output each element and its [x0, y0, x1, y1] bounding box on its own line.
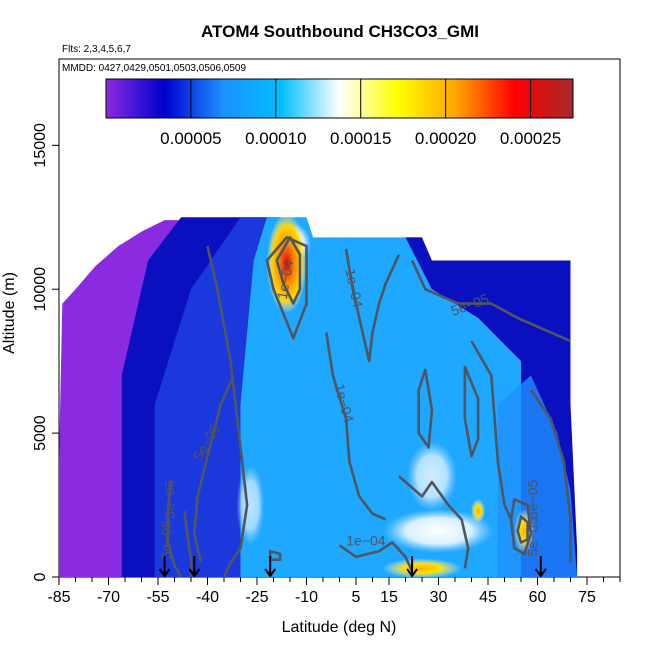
contour-low-right-loop [509, 498, 533, 556]
flight-arrows [158, 556, 547, 578]
heatmap-white-south [236, 465, 265, 546]
chart-subtitle-flights: Flts: 2,3,4,5,6,7 [62, 44, 131, 55]
colorbar-gradient [105, 78, 574, 119]
contour-1e4-mid [325, 332, 387, 521]
contour-hotspot-outer [265, 236, 308, 340]
heatmap-warm-low [382, 558, 462, 577]
contour-low-right-inner [516, 515, 529, 544]
contour-hotspot-inner [275, 236, 302, 305]
contour-1e4-low [338, 541, 414, 572]
x-tick-label: 30 [430, 589, 448, 606]
y-axis-label: Altitude (m) [1, 272, 18, 354]
contour-label: 5e−05 [525, 517, 541, 557]
contour-1e4-upper [344, 248, 401, 363]
flight-arrow [158, 556, 171, 578]
x-tick-label: -40 [196, 589, 219, 606]
x-tick-label: 60 [529, 589, 547, 606]
contour-label: 5e−05 [162, 479, 178, 519]
heatmap-white-mid [406, 441, 457, 512]
x-tick-label: -10 [295, 589, 318, 606]
contour-loop-north [417, 368, 434, 449]
chart-title: ATOM4 Southbound CH3CO3_GMI [201, 22, 479, 41]
contour-loop-right [463, 365, 480, 458]
x-tick-label: -55 [146, 589, 169, 606]
y-tick-label: 10000 [32, 267, 49, 312]
contour-label: 5e−05 [158, 520, 174, 560]
y-axis: 0 5000 10000 15000 [32, 123, 59, 581]
contour-south-low [166, 481, 183, 577]
colorbar-tick-label: 0.00020 [415, 129, 476, 148]
contour-right-edge [529, 389, 572, 563]
flight-arrow [406, 556, 418, 578]
x-tick-label: 45 [479, 589, 497, 606]
y-tick-label: 5000 [32, 415, 49, 451]
colorbar-tick-label: 0.00010 [245, 129, 306, 148]
x-axis-label: Latitude (deg N) [282, 619, 397, 636]
heatmap-hotspot [266, 213, 307, 314]
y-tick-label: 0 [32, 572, 49, 581]
heatmap-field [59, 213, 578, 577]
x-tick-label: -25 [245, 589, 268, 606]
x-tick-label: -70 [97, 589, 120, 606]
x-tick-label: 5 [352, 589, 361, 606]
colorbar-tick-label: 0.00015 [330, 129, 391, 148]
contour-label: 5e−05 [525, 479, 541, 519]
contour-5e5-upper [410, 259, 572, 343]
y-tick-label: 15000 [32, 123, 49, 168]
contour-south-low2 [183, 510, 193, 577]
colorbar-tick-label: 0.00005 [160, 129, 221, 148]
x-axis: -85 -70 -55 -40 -25 -10 5 15 30 45 60 75 [47, 577, 621, 606]
flight-arrow [264, 556, 277, 578]
x-tick-label: 15 [380, 589, 398, 606]
contour-label: 1e−04 [274, 259, 297, 301]
x-tick-label: -85 [47, 589, 70, 606]
contour-label: 1e−04 [346, 532, 386, 548]
contour-left-vertical [206, 245, 249, 577]
contour-lines [166, 236, 572, 577]
flight-arrow [534, 556, 547, 578]
flight-arrow [188, 556, 201, 578]
contour-right-vertical [470, 340, 513, 520]
colorbar: 0.00005 0.00010 0.00015 0.00020 0.00025 [105, 78, 574, 148]
colorbar-tick-label: 0.00025 [500, 129, 561, 148]
chart-subtitle-dates: MMDD: 0427,0429,0501,0503,0506,0509 [62, 63, 246, 74]
contour-low-center [398, 475, 470, 569]
contour-5e5-left [193, 375, 236, 563]
x-tick-label: 75 [578, 589, 596, 606]
heatmap-warm-mid [471, 498, 486, 523]
